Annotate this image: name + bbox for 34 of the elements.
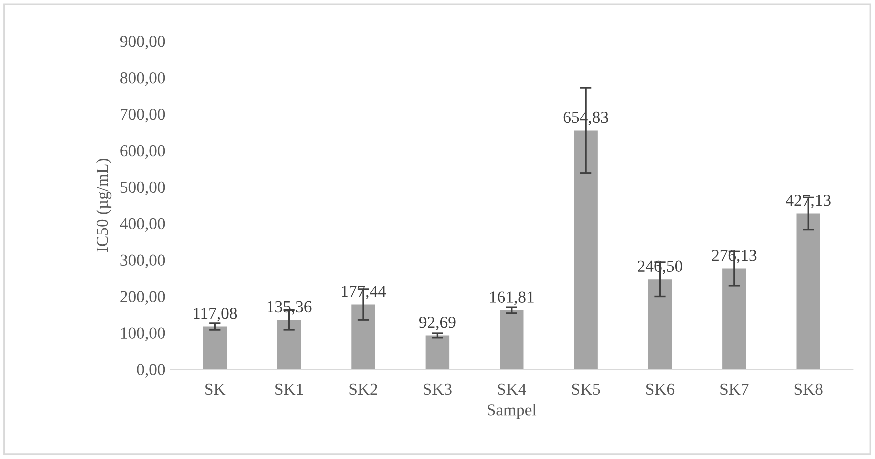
y-axis-title: IC50 (µg/mL) [96, 158, 112, 252]
y-tick-label: 100,00 [121, 328, 166, 342]
bar [722, 268, 746, 370]
y-tick-label: 500,00 [120, 182, 166, 196]
bar [500, 310, 524, 370]
y-tick-label: 600,00 [120, 145, 166, 160]
bar [648, 280, 672, 370]
bar [426, 336, 450, 370]
bar [574, 130, 598, 370]
x-tick-label: SK1 [276, 384, 304, 396]
y-tick-label: 700,00 [121, 108, 166, 123]
y-tick-label: 900,00 [120, 36, 166, 50]
bar [277, 320, 302, 370]
x-tick-label: SK3 [424, 384, 452, 396]
y-tick-label: 200,00 [120, 291, 166, 305]
y-tick-label: 0,00 [137, 364, 166, 378]
data-label: 117,08 [194, 308, 238, 322]
x-tick-label: SK [206, 384, 226, 396]
y-tick-label: 400,00 [120, 218, 166, 232]
data-label: 135,36 [268, 301, 312, 315]
x-tick-label: SK6 [646, 384, 675, 396]
x-tick-label: SK4 [498, 384, 526, 396]
bar [203, 326, 228, 370]
y-tick-label: 300,00 [120, 254, 166, 268]
bar [352, 304, 376, 370]
x-tick-label: SK8 [794, 384, 823, 396]
bar [796, 214, 820, 370]
x-axis-title: Sampel [488, 404, 537, 420]
x-tick-label: SK5 [572, 384, 600, 396]
x-tick-label: SK2 [350, 384, 378, 396]
x-tick-label: SK7 [720, 384, 749, 396]
y-tick-label: 800,00 [120, 72, 166, 86]
data-label: 92,69 [419, 316, 456, 331]
data-label: 161,81 [490, 292, 534, 306]
